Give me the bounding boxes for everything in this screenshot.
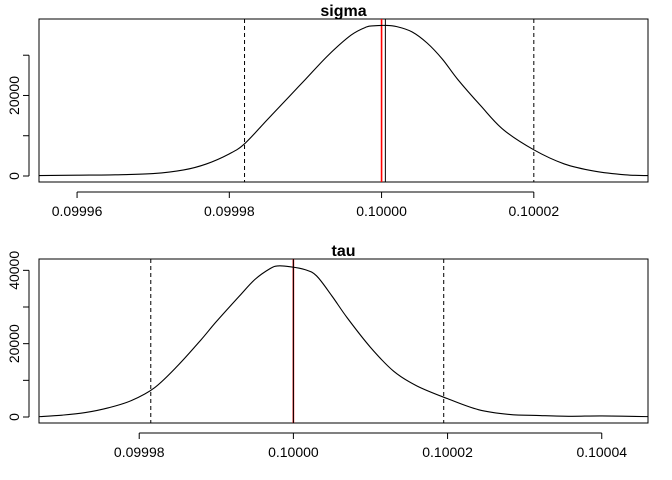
x-tick-label: 0.10004 — [576, 444, 627, 460]
plot-frame — [38, 258, 649, 424]
density-curve — [38, 24, 649, 177]
x-tick-label: 0.09998 — [204, 203, 255, 219]
x-tick-label: 0.10002 — [422, 444, 473, 460]
chart-panel-2: tau 0.09998 0.10000 0.10002 0.10004 0 20000 400… — [6, 243, 649, 460]
plot-frame — [38, 18, 649, 183]
chart-panel-1: sigma 0.09996 0.09998 0.10000 0.10002 0 20000 — [6, 3, 649, 219]
y-tick-label: 20000 — [6, 324, 22, 363]
chart-title: sigma — [320, 3, 366, 20]
y-tick-label: 0 — [6, 172, 22, 180]
x-tick-label: 0.09998 — [114, 444, 165, 460]
x-tick-label: 0.10000 — [268, 444, 319, 460]
chart-title: tau — [332, 243, 356, 260]
y-tick-label: 0 — [6, 413, 22, 421]
y-tick-label: 40000 — [6, 251, 22, 290]
density-curve — [38, 265, 649, 418]
x-tick-label: 0.10000 — [356, 203, 407, 219]
y-tick-label: 20000 — [6, 76, 22, 115]
x-tick-label: 0.10002 — [509, 203, 560, 219]
x-tick-label: 0.09996 — [52, 203, 103, 219]
